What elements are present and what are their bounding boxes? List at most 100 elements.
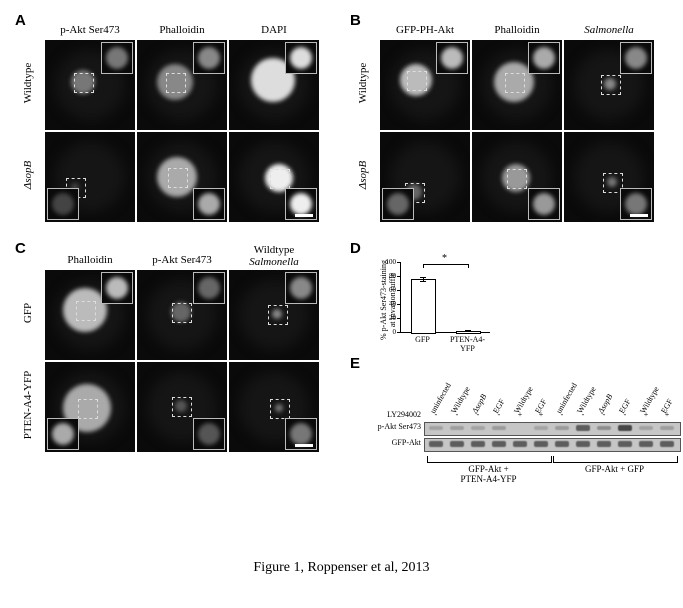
panel-c-roi-1-2 (270, 399, 290, 419)
panel-d-sig: * (442, 253, 447, 264)
panel-c-inset-1-1 (193, 418, 225, 450)
panel-c-roi-0-1 (172, 303, 192, 323)
panel-e-ly-6: - (557, 410, 567, 419)
panel-e-ly-11: + (662, 410, 672, 419)
panel-label-A: A (15, 12, 26, 29)
panel-e-band-1-5 (534, 441, 548, 447)
panel-a-inset-1-0 (47, 188, 79, 220)
panel-a-col-header-1: Phalloidin (137, 24, 227, 36)
panel-d-cat-0: GFP (400, 335, 445, 344)
panel-c-roi-1-0 (78, 399, 98, 419)
panel-e-ly-3: - (494, 410, 504, 419)
panel-e-band-1-9 (618, 441, 632, 447)
panel-b-inset-1-1 (528, 188, 560, 220)
panel-b-cell-0-1 (472, 40, 562, 130)
panel-b-inset-0-2 (620, 42, 652, 74)
panel-b-col-header-1: Phalloidin (472, 24, 562, 36)
panel-b-col-header-2: Salmonella (564, 24, 654, 36)
panel-e-ly-1: - (452, 410, 462, 419)
panel-e-band-1-7 (576, 441, 590, 447)
panel-e-band-0-8 (597, 426, 611, 430)
panel-c-row-label-0: GFP (22, 268, 34, 358)
panel-c-inset-1-0 (47, 418, 79, 450)
panel-b-inset-0-0 (436, 42, 468, 74)
panel-b-cell-1-0 (380, 132, 470, 222)
panel-e-band-0-6 (555, 426, 569, 430)
panel-label-B: B (350, 12, 361, 29)
panel-e-ly-0: - (431, 410, 441, 419)
panel-b-row-label-1: ΔsopB (357, 130, 369, 220)
panel-e-band-1-3 (492, 441, 506, 447)
panel-e-bracket-0 (427, 456, 552, 463)
panel-d-tick-40: 40 (378, 300, 396, 308)
panel-d-bar-0 (411, 279, 436, 334)
panel-b-inset-0-1 (528, 42, 560, 74)
panel-e-bracket-label-0: GFP-Akt +PTEN-A4-YFP (427, 464, 550, 484)
panel-a-col-header-2: DAPI (229, 24, 319, 36)
panel-d-tick-0: 0 (378, 328, 396, 336)
panel-e-ly-5: + (536, 410, 546, 419)
panel-b-col-header-0: GFP-PH-Akt (380, 24, 470, 36)
panel-b-inset-1-0 (382, 188, 414, 220)
panel-label-D: D (350, 240, 361, 257)
panel-e-bracket-label-1: GFP-Akt + GFP (553, 464, 676, 474)
panel-a-inset-0-0 (101, 42, 133, 74)
panel-a-cell-1-2 (229, 132, 319, 222)
panel-e-band-1-10 (639, 441, 653, 447)
panel-e-band-0-5 (534, 426, 548, 429)
panel-d-tick-20: 20 (378, 314, 396, 322)
panel-e-band-1-6 (555, 441, 569, 447)
panel-e-band-1-8 (597, 441, 611, 447)
panel-e-ly-label: LY294002 (365, 410, 421, 419)
panel-e-band-0-9 (618, 425, 632, 432)
panel-c-cell-1-1 (137, 362, 227, 452)
panel-a-scalebar (295, 214, 313, 217)
panel-e-band-1-11 (660, 441, 674, 447)
panel-e-band-0-11 (660, 426, 674, 429)
panel-b-cell-1-1 (472, 132, 562, 222)
panel-c-cell-1-0 (45, 362, 135, 452)
panel-d-cat-1: PTEN-A4-YFP (445, 335, 490, 353)
panel-e-band-1-4 (513, 441, 527, 447)
panel-e-ly-2: - (473, 410, 483, 419)
panel-e-row-label-1: GFP-Akt (365, 438, 421, 447)
panel-b-roi-0-1 (505, 73, 525, 93)
panel-a-row-label-0: Wildtype (22, 38, 34, 128)
panel-a-inset-1-1 (193, 188, 225, 220)
panel-e-ly-7: - (578, 410, 588, 419)
panel-c-inset-0-1 (193, 272, 225, 304)
panel-a-roi-0-0 (74, 73, 94, 93)
panel-c-roi-1-1 (172, 397, 192, 417)
panel-b-roi-0-2 (601, 75, 621, 95)
panel-c-scalebar (295, 444, 313, 447)
panel-e-row-label-0: p-Akt Ser473 (365, 422, 421, 431)
panel-c-roi-0-2 (268, 305, 288, 325)
panel-a-row-label-1: ΔsopB (22, 130, 34, 220)
panel-a-roi-1-2 (270, 169, 290, 189)
panel-c-col-header-2: WildtypeSalmonella (229, 244, 319, 268)
panel-b-roi-1-1 (507, 169, 527, 189)
panel-a-roi-0-2 (264, 71, 284, 91)
panel-a-roi-0-1 (166, 73, 186, 93)
panel-c-row-label-1: PTEN-A4-YFP (22, 360, 34, 450)
panel-c-col-header-1: p-Akt Ser473 (137, 254, 227, 266)
panel-c-cell-0-0 (45, 270, 135, 360)
panel-c-cell-0-2 (229, 270, 319, 360)
panel-e-band-0-0 (429, 426, 443, 429)
panel-c-roi-0-0 (76, 301, 96, 321)
panel-e-ly-10: + (641, 410, 651, 419)
panel-c-cell-1-2 (229, 362, 319, 452)
panel-a-col-header-0: p-Akt Ser473 (45, 24, 135, 36)
panel-e-band-1-0 (429, 441, 443, 447)
panel-b-cell-1-2 (564, 132, 654, 222)
panel-c-inset-0-2 (285, 272, 317, 304)
panel-e-ly-4: + (515, 410, 525, 419)
panel-label-C: C (15, 240, 26, 257)
panel-c-cell-0-1 (137, 270, 227, 360)
panel-e-band-0-10 (639, 426, 653, 429)
panel-b-row-label-0: Wildtype (357, 38, 369, 128)
panel-e-band-1-1 (450, 441, 464, 447)
panel-e-band-0-3 (492, 426, 506, 430)
panel-d-chart: % p-Akt Ser473-stainingat invasion ruffl… (370, 255, 500, 350)
panel-e-band-0-1 (450, 426, 464, 429)
